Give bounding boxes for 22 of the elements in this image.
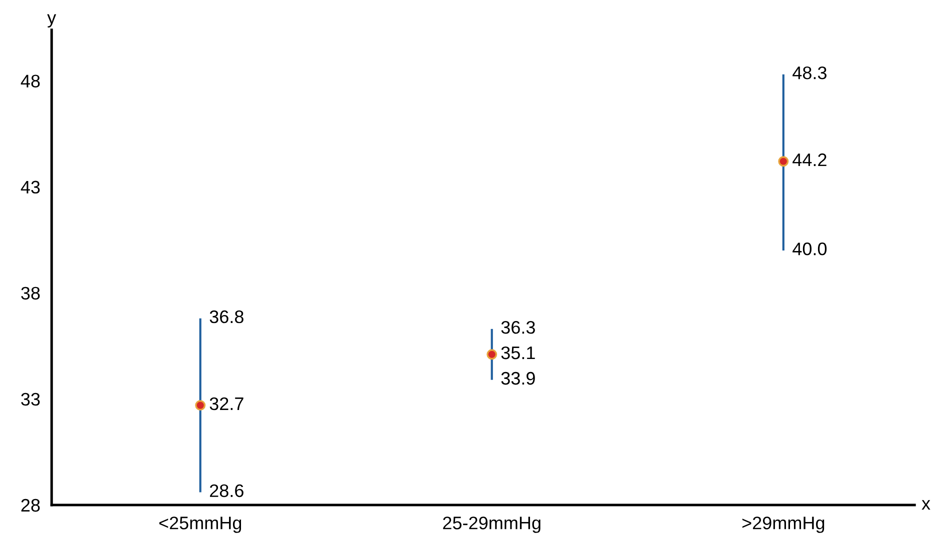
annotation: 40.0 (792, 242, 827, 256)
data-label: 44.2 (792, 153, 826, 166)
data-label: 32.7 (210, 397, 244, 410)
point (195, 400, 206, 411)
y-tick-label: 48 (20, 74, 40, 88)
x-tick-label: 25-29mmHg (443, 516, 540, 533)
annotation: 33.9 (501, 372, 535, 385)
annotation: 36.3 (501, 321, 535, 334)
annotation: 48.3 (792, 66, 826, 80)
y-tick-label: 38 (21, 286, 40, 300)
annotation: 28.6 (210, 484, 244, 498)
x-axis-title: x (922, 500, 930, 510)
y-tick-label: 43 (20, 180, 40, 194)
y-tick-label: 33 (21, 392, 40, 406)
point (486, 349, 498, 360)
data-label: 35.1 (501, 346, 535, 360)
x-tick-label: >29mmHg (742, 516, 824, 533)
y-tick-label: 28 (21, 498, 40, 512)
x-tick-label: <25mmHg (159, 516, 242, 533)
annotation: 36.8 (210, 310, 244, 324)
point (778, 156, 789, 167)
y-axis-title: y (47, 14, 56, 28)
